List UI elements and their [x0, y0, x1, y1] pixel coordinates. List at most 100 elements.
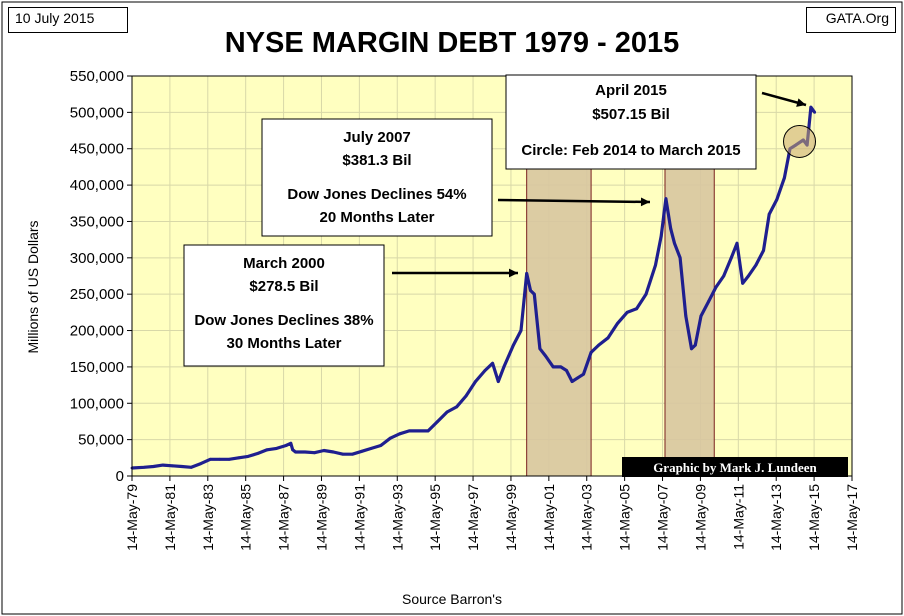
x-tick-label: 14-May-09 [692, 484, 708, 551]
data-point [525, 272, 529, 275]
x-tick-label: 14-May-11 [730, 484, 746, 550]
highlight-circle [783, 124, 817, 158]
data-point [529, 289, 532, 292]
credit-text: Graphic by Mark J. Lundeen [653, 460, 817, 475]
data-point [256, 452, 260, 455]
data-point [474, 380, 477, 383]
data-point [398, 432, 402, 436]
y-tick-label: 0 [116, 468, 124, 485]
data-point [417, 429, 421, 433]
data-point [496, 380, 500, 383]
data-point [673, 241, 676, 245]
data-point [369, 446, 373, 450]
y-tick-label: 200,000 [70, 323, 124, 340]
data-point [722, 274, 726, 278]
date-tag: 10 July 2015 [8, 7, 128, 33]
x-tick-label: 14-May-79 [124, 484, 140, 551]
x-tick-label: 14-May-07 [655, 484, 671, 551]
x-axis-label: Source Barron's [402, 591, 502, 607]
margin-debt-series [130, 105, 817, 470]
annotation-text: $507.15 Bil [592, 106, 670, 123]
data-point [684, 314, 688, 318]
annotation-text: July 2007 [343, 129, 411, 146]
chart-title: NYSE MARGIN DEBT 1979 - 2015 [225, 27, 679, 59]
data-point [659, 234, 663, 238]
data-point [161, 463, 165, 467]
annotation-text: $278.5 Bil [249, 278, 318, 295]
y-tick-label: 100,000 [70, 395, 124, 412]
x-tick-label: 14-May-99 [503, 484, 519, 551]
data-point [275, 446, 278, 450]
annotation-text: Circle: Feb 2014 to March 2015 [521, 142, 740, 159]
annotation-box [183, 244, 385, 367]
data-point [237, 456, 241, 460]
y-tick-label: 500,000 [70, 104, 124, 121]
data-point [606, 336, 610, 340]
annotations: March 2000 $278.5 Bil Dow Jones Declines 3… [183, 74, 807, 367]
data-point [218, 457, 222, 461]
data-point [735, 241, 739, 245]
data-point [291, 448, 295, 452]
annotation-arrowhead [640, 197, 650, 207]
data-point [707, 300, 710, 303]
data-point [597, 343, 601, 347]
data-point [654, 263, 657, 267]
data-point [741, 281, 745, 285]
data-point [538, 347, 542, 351]
x-tick-label: 14-May-95 [427, 484, 443, 551]
data-point [199, 462, 203, 466]
data-point [360, 449, 364, 453]
data-point [483, 369, 487, 372]
axes [127, 75, 853, 481]
annotation-text: Dow Jones Declines 38% [194, 312, 373, 329]
annotation-text: March 2000 [243, 255, 325, 272]
data-point [350, 452, 354, 456]
data-point [227, 457, 231, 461]
data-point [246, 454, 250, 458]
data-point [303, 450, 307, 454]
data-point [693, 343, 697, 347]
data-point [551, 365, 555, 369]
data-point [455, 405, 458, 409]
data-point [559, 365, 563, 369]
data-point [426, 429, 430, 433]
data-point [729, 256, 733, 260]
data-point [142, 465, 146, 469]
y-tick-label: 150,000 [70, 359, 124, 376]
data-point [180, 465, 184, 468]
data-point [170, 464, 174, 468]
y-tick-label: 450,000 [70, 141, 124, 158]
source-tag: GATA.Org [806, 7, 896, 33]
data-point [762, 249, 765, 252]
x-tick-labels: 14-May-79 14-May-81 14-May-83 14-May-85 14-M… [124, 484, 860, 551]
annotation-text: Dow Jones Declines 54% [287, 186, 466, 203]
y-tick-labels: 0 50,000 100,000 150,000 200,000 250,000 300,0… [70, 68, 124, 485]
data-point [616, 321, 620, 325]
data-point [809, 105, 813, 109]
data-point [582, 372, 585, 376]
data-point [754, 263, 758, 267]
x-tick-label: 14-May-87 [276, 484, 292, 551]
data-point [208, 457, 212, 461]
data-point [625, 310, 629, 314]
data-point [746, 274, 750, 278]
y-tick-label: 50,000 [78, 432, 124, 449]
x-tick-label: 14-May-01 [541, 484, 557, 551]
data-point [491, 361, 494, 365]
data-point [322, 449, 326, 452]
data-point [341, 452, 345, 456]
y-tick-label: 350,000 [70, 213, 124, 230]
data-point [565, 369, 568, 372]
annotation-text: 30 Months Later [226, 335, 341, 352]
data-point [152, 465, 155, 468]
data-point [407, 429, 411, 433]
credit-badge [622, 457, 848, 477]
annotation-text: 20 Months Later [319, 209, 434, 226]
y-tick-label: 250,000 [70, 286, 124, 303]
x-tick-label: 14-May-13 [768, 484, 784, 551]
x-tick-label: 14-May-97 [465, 484, 481, 551]
data-point [464, 394, 468, 398]
